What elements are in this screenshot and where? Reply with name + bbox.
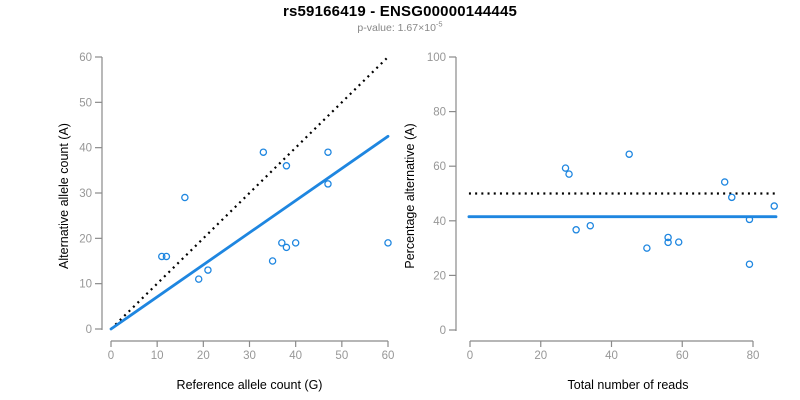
y-tick-label: 100 — [427, 52, 446, 64]
data-point — [728, 193, 736, 202]
data-point — [204, 266, 212, 274]
data-point — [282, 162, 291, 170]
right-plot-percentage: 0 20 40 60 80 0 20 40 60 80 100 Total number of rea… — [403, 52, 778, 392]
x-tick-label: 30 — [243, 350, 256, 362]
data-point — [259, 148, 268, 156]
y-axis-label: Percentage alternative (A) — [403, 123, 417, 268]
data-point — [643, 244, 651, 252]
identity-line — [110, 57, 388, 330]
data-point — [745, 260, 754, 268]
data-point — [561, 164, 570, 172]
x-tick-label: 20 — [534, 350, 547, 362]
data-point — [324, 180, 332, 188]
y-tick-label: 20 — [79, 233, 92, 245]
data-point — [664, 233, 672, 242]
data-point — [158, 252, 166, 261]
fit-line — [109, 134, 390, 331]
x-tick-label: 10 — [151, 350, 164, 362]
data-point — [194, 275, 203, 283]
x-tick-label: 40 — [289, 350, 302, 362]
p-value-exponent: -5 — [435, 19, 443, 29]
x-tick-label: 0 — [108, 350, 114, 362]
data-point — [770, 202, 778, 210]
data-point — [720, 178, 729, 186]
x-tick-label: 60 — [676, 350, 689, 362]
y-tick-label: 60 — [79, 52, 92, 64]
data-point — [384, 239, 392, 247]
data-point — [625, 150, 633, 158]
y-tick-label: 10 — [79, 279, 92, 291]
x-axis-label: Reference allele count (G) — [177, 378, 323, 392]
x-tick-label: 0 — [467, 350, 473, 362]
x-tick-label: 50 — [335, 350, 348, 362]
data-point — [268, 257, 277, 265]
data-point — [664, 238, 672, 247]
y-tick-label: 30 — [79, 188, 92, 200]
data-point — [282, 243, 291, 252]
data-point — [162, 252, 171, 261]
y-tick-label: 0 — [86, 324, 92, 336]
data-point — [291, 239, 300, 247]
p-value-text: p-value: 1.67×10 — [357, 22, 436, 34]
y-tick-label: 80 — [433, 107, 446, 119]
data-point — [181, 193, 189, 202]
y-tick-label: 0 — [440, 325, 446, 337]
x-axis-label: Total number of reads — [568, 378, 689, 392]
x-tick-label: 80 — [747, 350, 760, 362]
y-tick-label: 50 — [79, 97, 92, 109]
y-tick-label: 40 — [79, 143, 92, 155]
data-point — [572, 226, 580, 234]
x-tick-label: 40 — [605, 350, 618, 362]
data-point — [324, 148, 332, 156]
page-title: rs59166419 - ENSG00000144445 — [282, 3, 518, 20]
y-tick-label: 60 — [433, 161, 446, 173]
data-point — [278, 239, 286, 247]
x-tick-label: 20 — [197, 350, 210, 362]
data-point — [586, 221, 595, 230]
data-point — [674, 238, 683, 246]
data-point — [565, 170, 573, 178]
y-axis-label: Alternative allele count (A) — [57, 123, 71, 269]
left-plot-allele-counts: 0 10 20 30 40 50 60 0 10 20 30 40 50 60 Reference alle… — [57, 52, 394, 392]
x-tick-label: 60 — [382, 350, 395, 362]
y-tick-label: 40 — [433, 216, 446, 228]
data-point — [745, 215, 754, 224]
p-value-subtitle: p-value: 1.67×10-5 — [0, 19, 800, 34]
y-tick-label: 20 — [433, 270, 446, 282]
